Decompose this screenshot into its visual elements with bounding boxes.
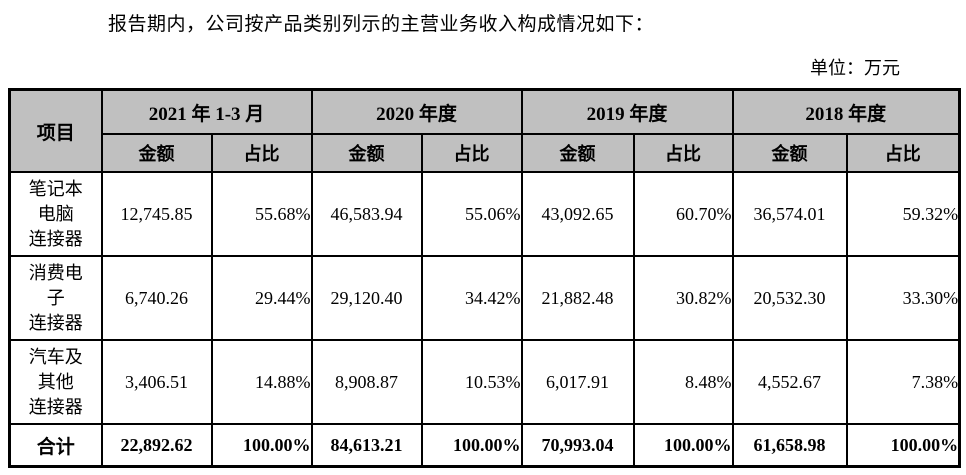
table-row-auto-other-connectors: 汽车及 其他 连接器 3,406.51 14.88% 8,908.87 10.5… <box>8 339 961 425</box>
period-header-row: 项目 2021 年 1-3 月 2020 年度 2019 年度 2018 年度 <box>8 88 961 173</box>
period-header-2019: 2019 年度 <box>520 88 734 135</box>
ratio-cell: 100.00% <box>420 423 523 468</box>
intro-paragraph: 报告期内，公司按产品类别列示的主营业务收入构成情况如下： <box>108 14 655 35</box>
table-row-consumer-connectors: 消费电 子 连接器 6,740.26 29.44% 29,120.40 34.4… <box>8 255 961 341</box>
amount-cell: 22,892.62 <box>100 423 213 468</box>
ratio-cell: 30.82% <box>632 255 734 341</box>
amount-cell: 70,993.04 <box>520 423 635 468</box>
ratio-cell: 29.44% <box>210 255 313 341</box>
amount-cell: 4,552.67 <box>731 339 848 425</box>
ratio-cell: 100.00% <box>845 423 961 468</box>
amount-cell: 12,745.85 <box>100 171 213 257</box>
ratio-cell: 8.48% <box>632 339 734 425</box>
period-header-2018: 2018 年度 <box>731 88 961 135</box>
corner-header-cell: 项目 <box>8 88 103 173</box>
row-label: 笔记本 电脑 连接器 <box>8 171 103 257</box>
ratio-header: 占比 <box>210 133 313 173</box>
total-label: 合计 <box>8 423 103 468</box>
amount-cell: 8,908.87 <box>310 339 423 425</box>
amount-cell: 43,092.65 <box>520 171 635 257</box>
amount-header: 金额 <box>520 133 635 173</box>
amount-header: 金额 <box>731 133 848 173</box>
table-row-total: 合计 22,892.62 100.00% 84,613.21 100.00% 7… <box>8 423 961 468</box>
amount-cell: 6,017.91 <box>520 339 635 425</box>
amount-cell: 84,613.21 <box>310 423 423 468</box>
ratio-cell: 100.00% <box>632 423 734 468</box>
amount-cell: 29,120.40 <box>310 255 423 341</box>
ratio-header: 占比 <box>632 133 734 173</box>
row-label: 消费电 子 连接器 <box>8 255 103 341</box>
ratio-cell: 7.38% <box>845 339 961 425</box>
amount-cell: 20,532.30 <box>731 255 848 341</box>
ratio-cell: 14.88% <box>210 339 313 425</box>
amount-cell: 3,406.51 <box>100 339 213 425</box>
amount-cell: 6,740.26 <box>100 255 213 341</box>
ratio-cell: 55.06% <box>420 171 523 257</box>
ratio-header: 占比 <box>420 133 523 173</box>
amount-header: 金额 <box>100 133 213 173</box>
amount-cell: 46,583.94 <box>310 171 423 257</box>
subheader-row: 金额 占比 金额 占比 金额 占比 金额 占比 <box>10 133 961 173</box>
period-header-2020: 2020 年度 <box>310 88 523 135</box>
table-row-laptop-connectors: 笔记本 电脑 连接器 12,745.85 55.68% 46,583.94 55… <box>8 171 961 257</box>
amount-cell: 61,658.98 <box>731 423 848 468</box>
ratio-header: 占比 <box>845 133 961 173</box>
ratio-cell: 60.70% <box>632 171 734 257</box>
ratio-cell: 34.42% <box>420 255 523 341</box>
revenue-by-product-table: 项目 2021 年 1-3 月 2020 年度 2019 年度 2018 年度 … <box>8 88 962 468</box>
amount-cell: 21,882.48 <box>520 255 635 341</box>
amount-cell: 36,574.01 <box>731 171 848 257</box>
ratio-cell: 33.30% <box>845 255 961 341</box>
unit-label: 单位：万元 <box>810 58 900 78</box>
ratio-cell: 55.68% <box>210 171 313 257</box>
ratio-cell: 10.53% <box>420 339 523 425</box>
amount-header: 金额 <box>310 133 423 173</box>
ratio-cell: 59.32% <box>845 171 961 257</box>
ratio-cell: 100.00% <box>210 423 313 468</box>
period-header-2021: 2021 年 1-3 月 <box>100 88 313 135</box>
row-label: 汽车及 其他 连接器 <box>8 339 103 425</box>
